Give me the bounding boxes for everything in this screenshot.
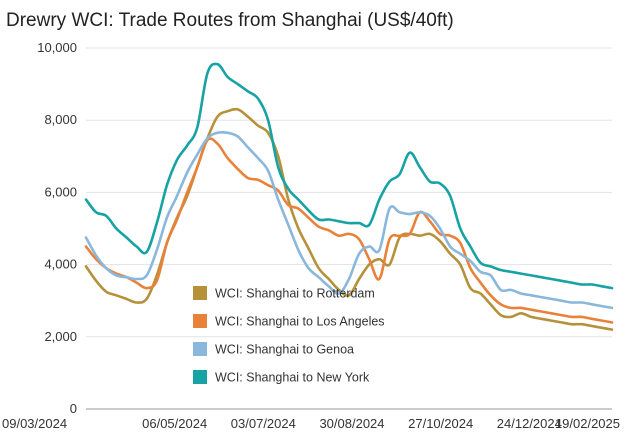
legend-label: WCI: Shanghai to New York (215, 371, 370, 385)
x-axis-tick-labels: 09/03/2024 06/05/2024 03/07/2024 30/08/2024… (2, 416, 620, 431)
legend-swatch (193, 342, 207, 356)
y-tick-label: 2,000 (44, 329, 77, 344)
x-tick-label: 30/08/2024 (319, 416, 384, 431)
legend: WCI: Shanghai to Rotterdam WCI: Shanghai … (193, 286, 385, 385)
x-tick-label: 09/03/2024 (2, 416, 67, 431)
grid (86, 47, 612, 338)
x-tick-label: 24/12/2024 (497, 416, 562, 431)
series-lines (84, 62, 614, 331)
legend-label: WCI: Shanghai to Genoa (215, 343, 354, 357)
chart-title: Drewry WCI: Trade Routes from Shanghai (… (6, 10, 454, 31)
x-tick-label: 19/02/2025 (555, 416, 620, 431)
y-tick-label: 6,000 (44, 184, 77, 199)
series-line-2 (84, 137, 614, 324)
x-tick-label: 03/07/2024 (231, 416, 296, 431)
legend-label: WCI: Shanghai to Los Angeles (215, 315, 385, 329)
y-tick-label: 8,000 (44, 112, 77, 127)
x-tick-label: 06/05/2024 (142, 416, 207, 431)
legend-swatch (193, 314, 207, 328)
legend-swatch (193, 286, 207, 300)
series-line-3 (84, 130, 614, 310)
y-tick-label: 0 (70, 401, 77, 416)
series-line-4 (84, 62, 614, 290)
y-axis-tick-labels: 0 2,000 4,000 6,000 8,000 10,000 (37, 40, 77, 416)
legend-swatch (193, 370, 207, 384)
legend-label: WCI: Shanghai to Rotterdam (215, 287, 375, 301)
y-tick-label: 4,000 (44, 257, 77, 272)
y-tick-label: 10,000 (37, 40, 77, 55)
x-tick-label: 27/10/2024 (408, 416, 473, 431)
